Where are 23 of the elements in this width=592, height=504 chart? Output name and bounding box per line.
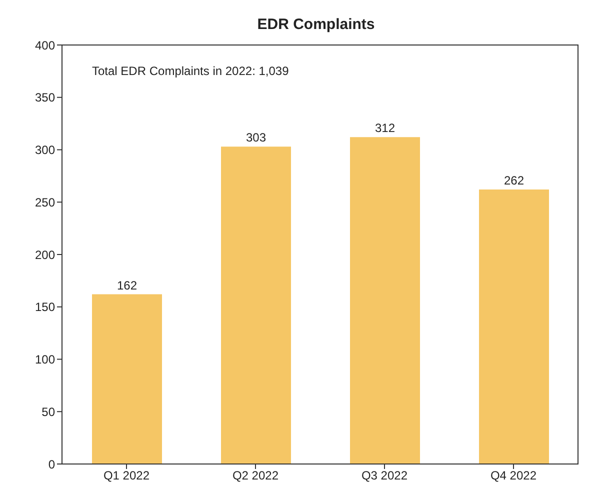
bar — [92, 294, 162, 464]
y-tick-label: 300 — [34, 143, 56, 158]
bar — [479, 190, 549, 464]
y-tick-label: 100 — [34, 352, 56, 367]
y-tick-label: 350 — [34, 90, 56, 105]
data-label: 262 — [504, 174, 524, 188]
data-label: 162 — [116, 278, 138, 292]
chart-title: EDR Complaints — [256, 15, 376, 35]
data-label: 303 — [246, 130, 266, 145]
x-tick-label: Q3 2022 — [361, 468, 408, 483]
y-tick-label: 0 — [48, 457, 56, 472]
x-tick-label: Q2 2022 — [232, 468, 279, 483]
x-tick-label: Q4 2022 — [490, 468, 537, 483]
y-tick-label: 150 — [34, 300, 56, 314]
y-tick-label: 50 — [42, 404, 56, 419]
x-tick-label: Q1 2022 — [103, 468, 150, 483]
y-tick-label: 200 — [34, 248, 56, 262]
bar — [350, 137, 420, 464]
bar — [221, 146, 291, 464]
data-label: 312 — [374, 121, 396, 136]
annotation: Total EDR Complaints in 2022: 1,039 — [92, 64, 290, 78]
y-tick-label: 250 — [34, 195, 56, 210]
y-tick-label: 400 — [34, 38, 56, 52]
